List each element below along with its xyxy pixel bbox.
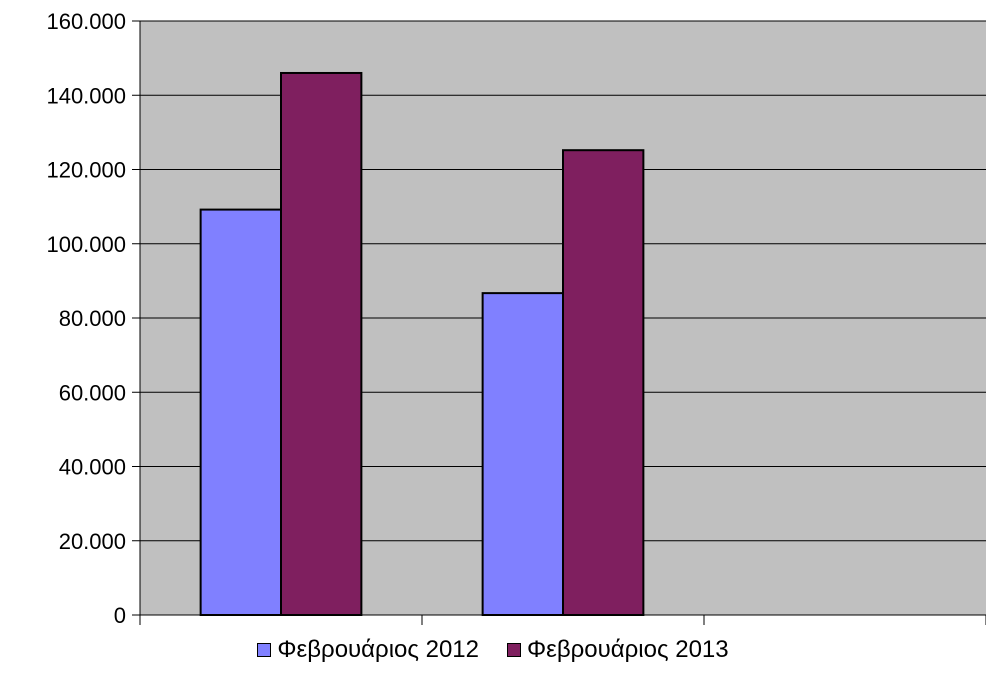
y-tick-label-1: 20.000 <box>59 529 126 554</box>
y-tick-label-5: 100.000 <box>46 232 126 257</box>
legend-swatch-series-1 <box>257 643 272 657</box>
bar-2-1 <box>280 71 363 617</box>
legend-item-series-2: Φεβρουάριος 2013 <box>507 636 729 664</box>
y-tick-label-0: 0 <box>114 603 126 628</box>
y-tick-label-3: 60.000 <box>59 380 126 405</box>
y-tick-label-2: 40.000 <box>59 455 126 480</box>
legend-swatch-series-2 <box>507 643 521 657</box>
y-tick-label-6: 120.000 <box>46 158 126 183</box>
bar-2-2 <box>562 149 645 616</box>
legend: Φεβρουάριος 2012 Φεβρουάριος 2013 <box>0 630 986 670</box>
bar-1-1 <box>199 208 283 616</box>
bar-1-2 <box>481 292 565 616</box>
legend-label-series-1: Φεβρουάριος 2012 <box>277 636 479 663</box>
legend-item-series-1: Φεβρουάριος 2012 <box>257 636 479 664</box>
y-tick-label-8: 160.000 <box>46 9 126 34</box>
legend-label-series-2: Φεβρουάριος 2013 <box>527 636 729 663</box>
y-tick-label-4: 80.000 <box>59 306 126 331</box>
y-tick-label-7: 140.000 <box>46 83 126 108</box>
